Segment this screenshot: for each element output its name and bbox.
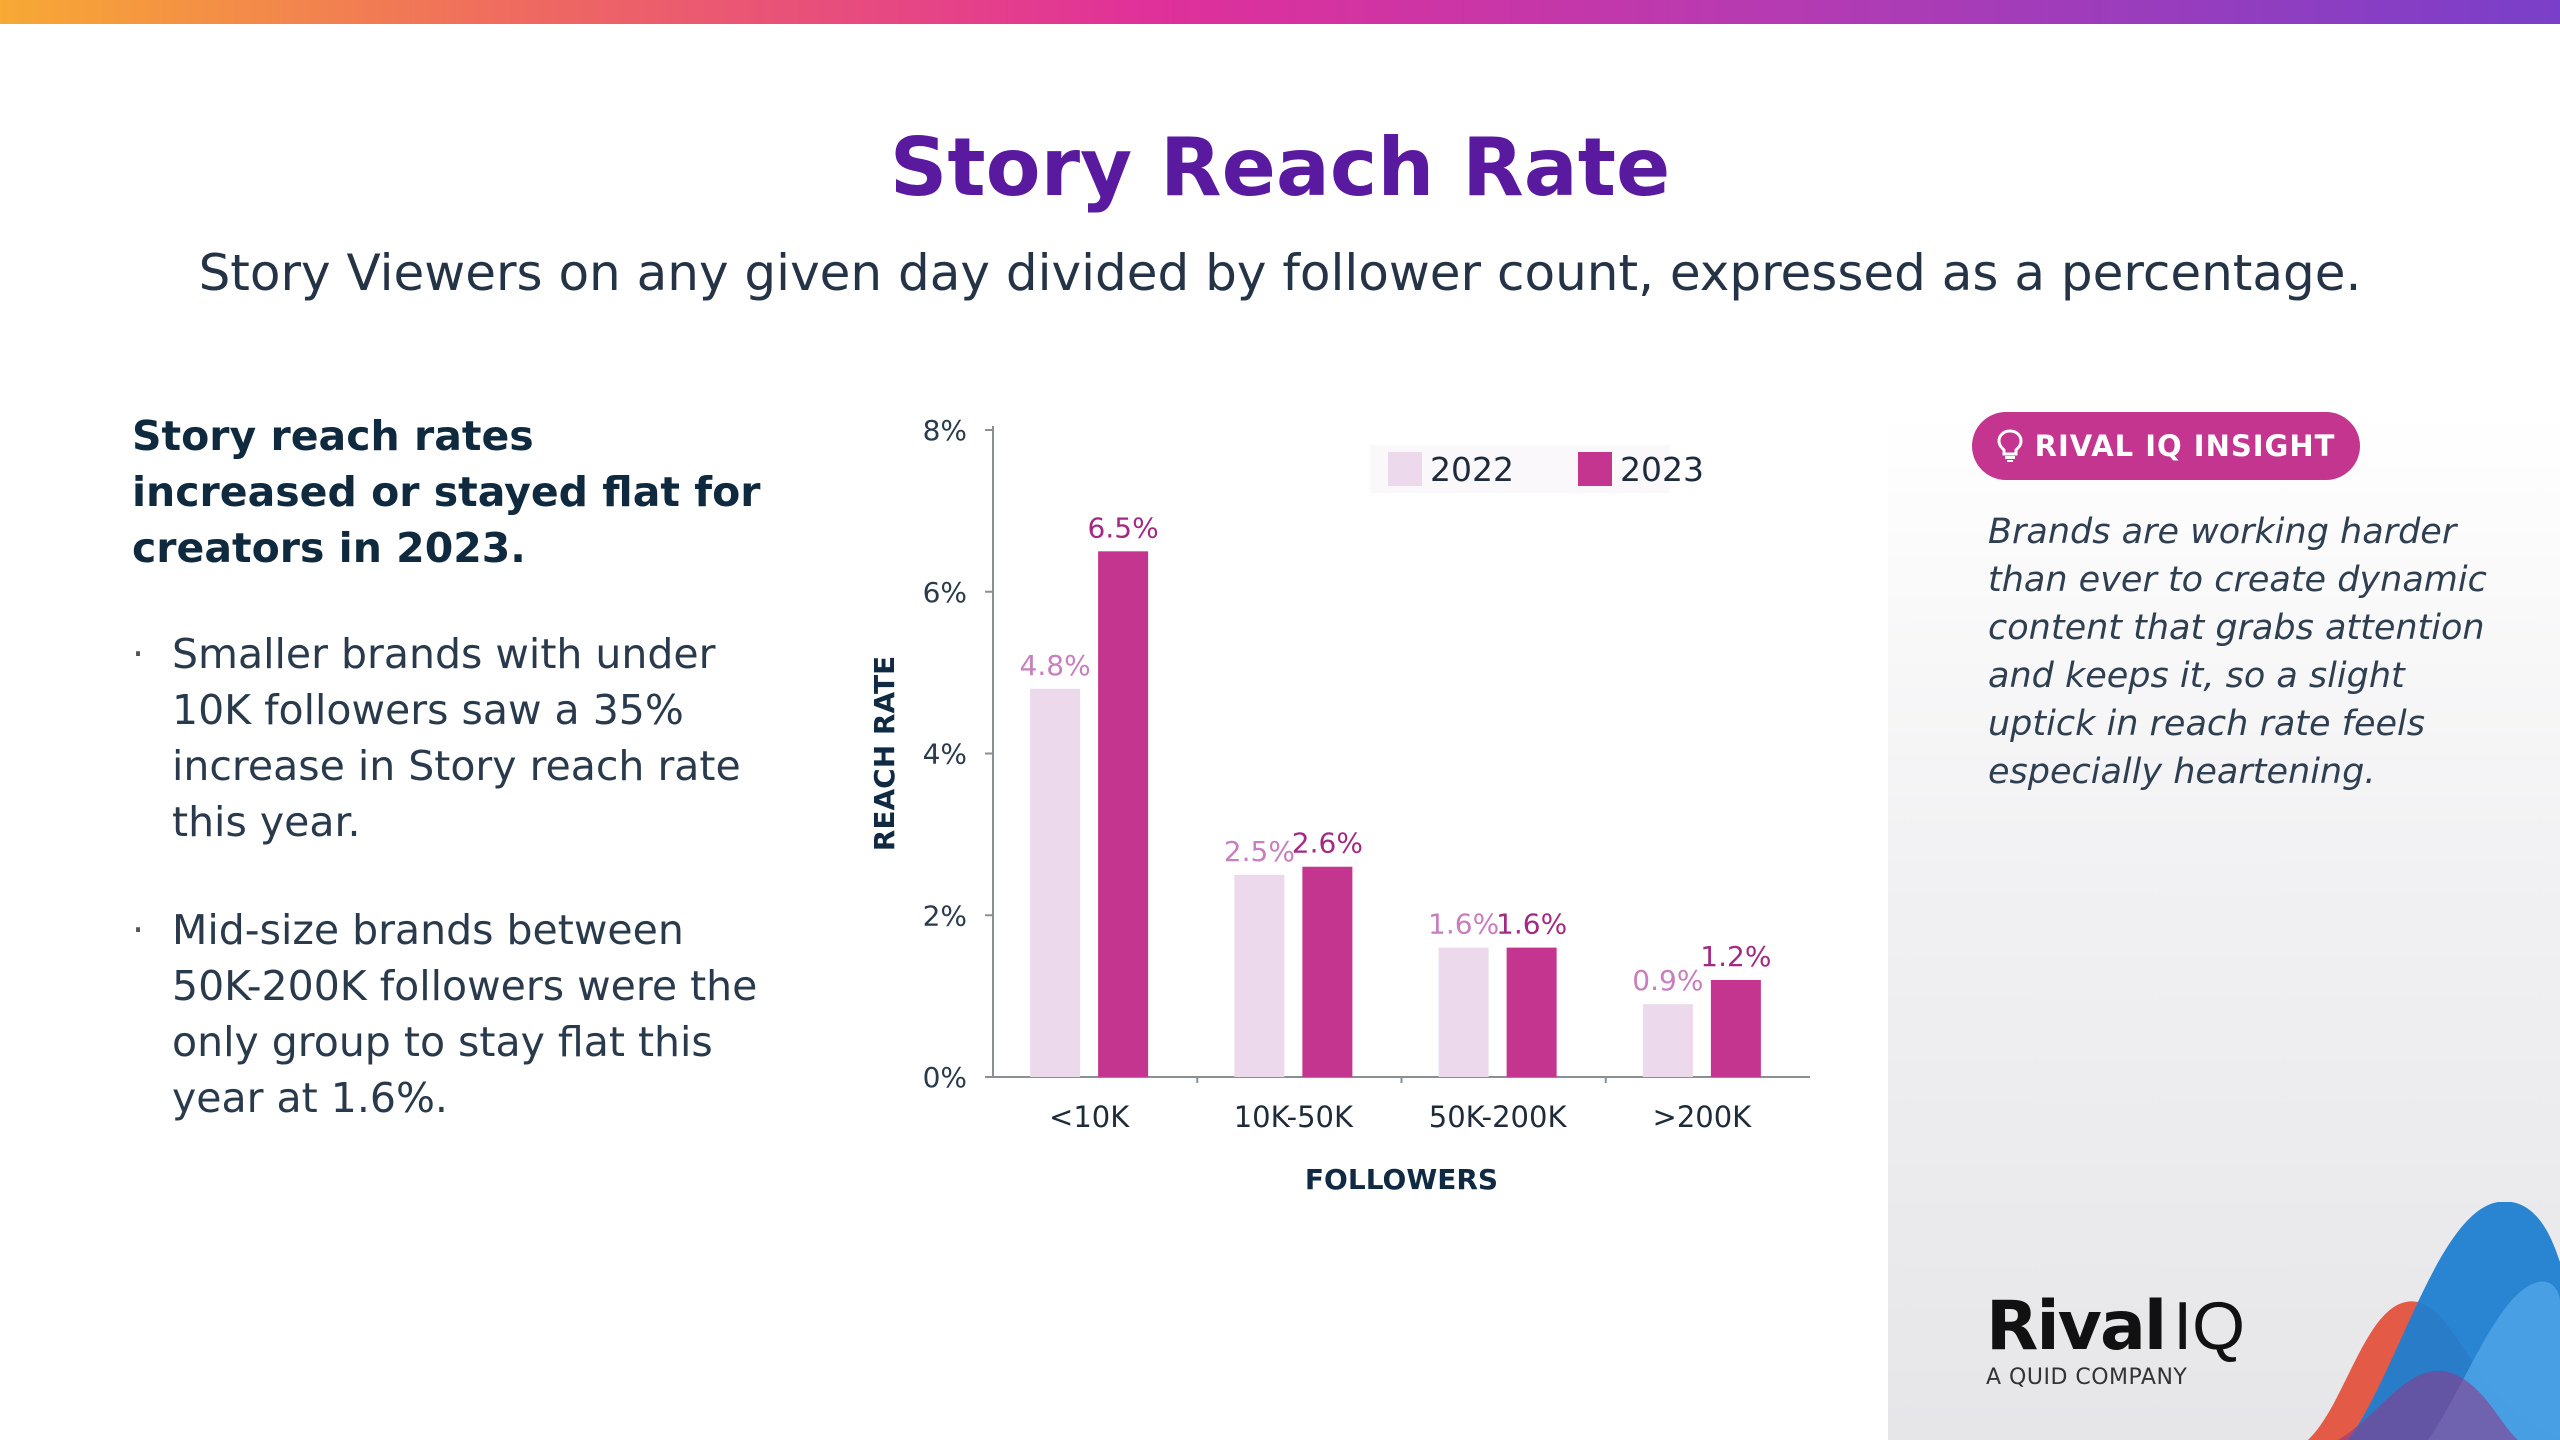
bar-2022: [1642, 1004, 1693, 1077]
y-axis-title: REACH RATE: [868, 656, 901, 851]
x-tick-label: 10K-50K: [1234, 1100, 1354, 1134]
logo-light: IQ: [2173, 1288, 2245, 1364]
data-label: 2.6%: [1292, 827, 1363, 860]
bullet-dot: ·: [132, 908, 145, 952]
bullet-text: Mid-size brands between 50K-200K followe…: [172, 906, 758, 1122]
x-axis-title: FOLLOWERS: [1305, 1163, 1498, 1196]
y-tick-label: 8%: [923, 414, 967, 447]
bar-2022: [1030, 688, 1081, 1077]
summary-headline: Story reach rates increased or stayed fl…: [132, 412, 761, 572]
bar-2023: [1710, 979, 1761, 1077]
legend-label: 2022: [1430, 450, 1514, 489]
logo-wordmark: Rival IQ: [1986, 1292, 2245, 1361]
decorative-waves: [2308, 1202, 2560, 1440]
data-label: 6.5%: [1088, 511, 1159, 544]
y-tick-label: 4%: [923, 738, 967, 771]
insight-badge-label: RIVAL IQ INSIGHT: [2034, 429, 2336, 463]
page-subtitle: Story Viewers on any given day divided b…: [198, 244, 2362, 302]
logo-bold: Rival: [1986, 1287, 2167, 1366]
x-tick-label: <10K: [1049, 1100, 1130, 1134]
insight-panel: RIVAL IQ INSIGHT Brands are working hard…: [1888, 412, 2560, 1440]
x-tick-label: 50K-200K: [1429, 1100, 1568, 1134]
data-label: 0.9%: [1632, 964, 1703, 997]
summary-bullet: · Mid-size brands between 50K-200K follo…: [132, 902, 772, 1126]
lightbulb-icon: [1997, 429, 2023, 462]
bullet-text: Smaller brands with under 10K followers …: [172, 630, 741, 846]
legend-swatch: [1578, 452, 1612, 486]
summary-bullet: · Smaller brands with under 10K follower…: [132, 626, 772, 850]
insight-badge: RIVAL IQ INSIGHT: [1972, 412, 2360, 480]
reach-rate-chart: 2022 2023 0% 2% 4% 6% 8% REACH RATE 4.8% 6.5% <10K…: [860, 405, 1840, 1225]
bar-2023: [1098, 551, 1149, 1077]
x-tick-label: >200K: [1653, 1100, 1753, 1134]
summary-bullets: · Smaller brands with under 10K follower…: [132, 626, 772, 1126]
bar-2023: [1302, 866, 1353, 1077]
page-title: Story Reach Rate: [889, 121, 1671, 214]
bar-2023: [1506, 947, 1557, 1077]
legend-label: 2023: [1620, 450, 1704, 489]
y-tick-label: 6%: [923, 576, 967, 609]
top-gradient-bar: [0, 0, 2560, 24]
logo-tagline: A QUID COMPANY: [1986, 1365, 2188, 1390]
data-label: 1.6%: [1496, 908, 1567, 941]
legend-swatch: [1388, 452, 1422, 486]
data-label: 1.2%: [1700, 940, 1771, 973]
summary-column: Story reach rates increased or stayed fl…: [132, 408, 772, 1178]
chart-svg: 2022 2023 0% 2% 4% 6% 8% REACH RATE 4.8% 6.5% <10K…: [868, 414, 1810, 1196]
bar-2022: [1438, 947, 1489, 1077]
y-tick-label: 2%: [923, 899, 967, 932]
bar-2022: [1234, 874, 1285, 1077]
y-tick-label: 0%: [923, 1061, 967, 1094]
bullet-dot: ·: [132, 632, 145, 676]
data-label: 1.6%: [1428, 908, 1499, 941]
data-label: 2.5%: [1224, 835, 1295, 868]
data-label: 4.8%: [1020, 649, 1091, 682]
rival-iq-logo: Rival IQ A QUID COMPANY: [1986, 1292, 2245, 1390]
insight-text: Brands are working harder than ever to c…: [1988, 512, 2487, 792]
